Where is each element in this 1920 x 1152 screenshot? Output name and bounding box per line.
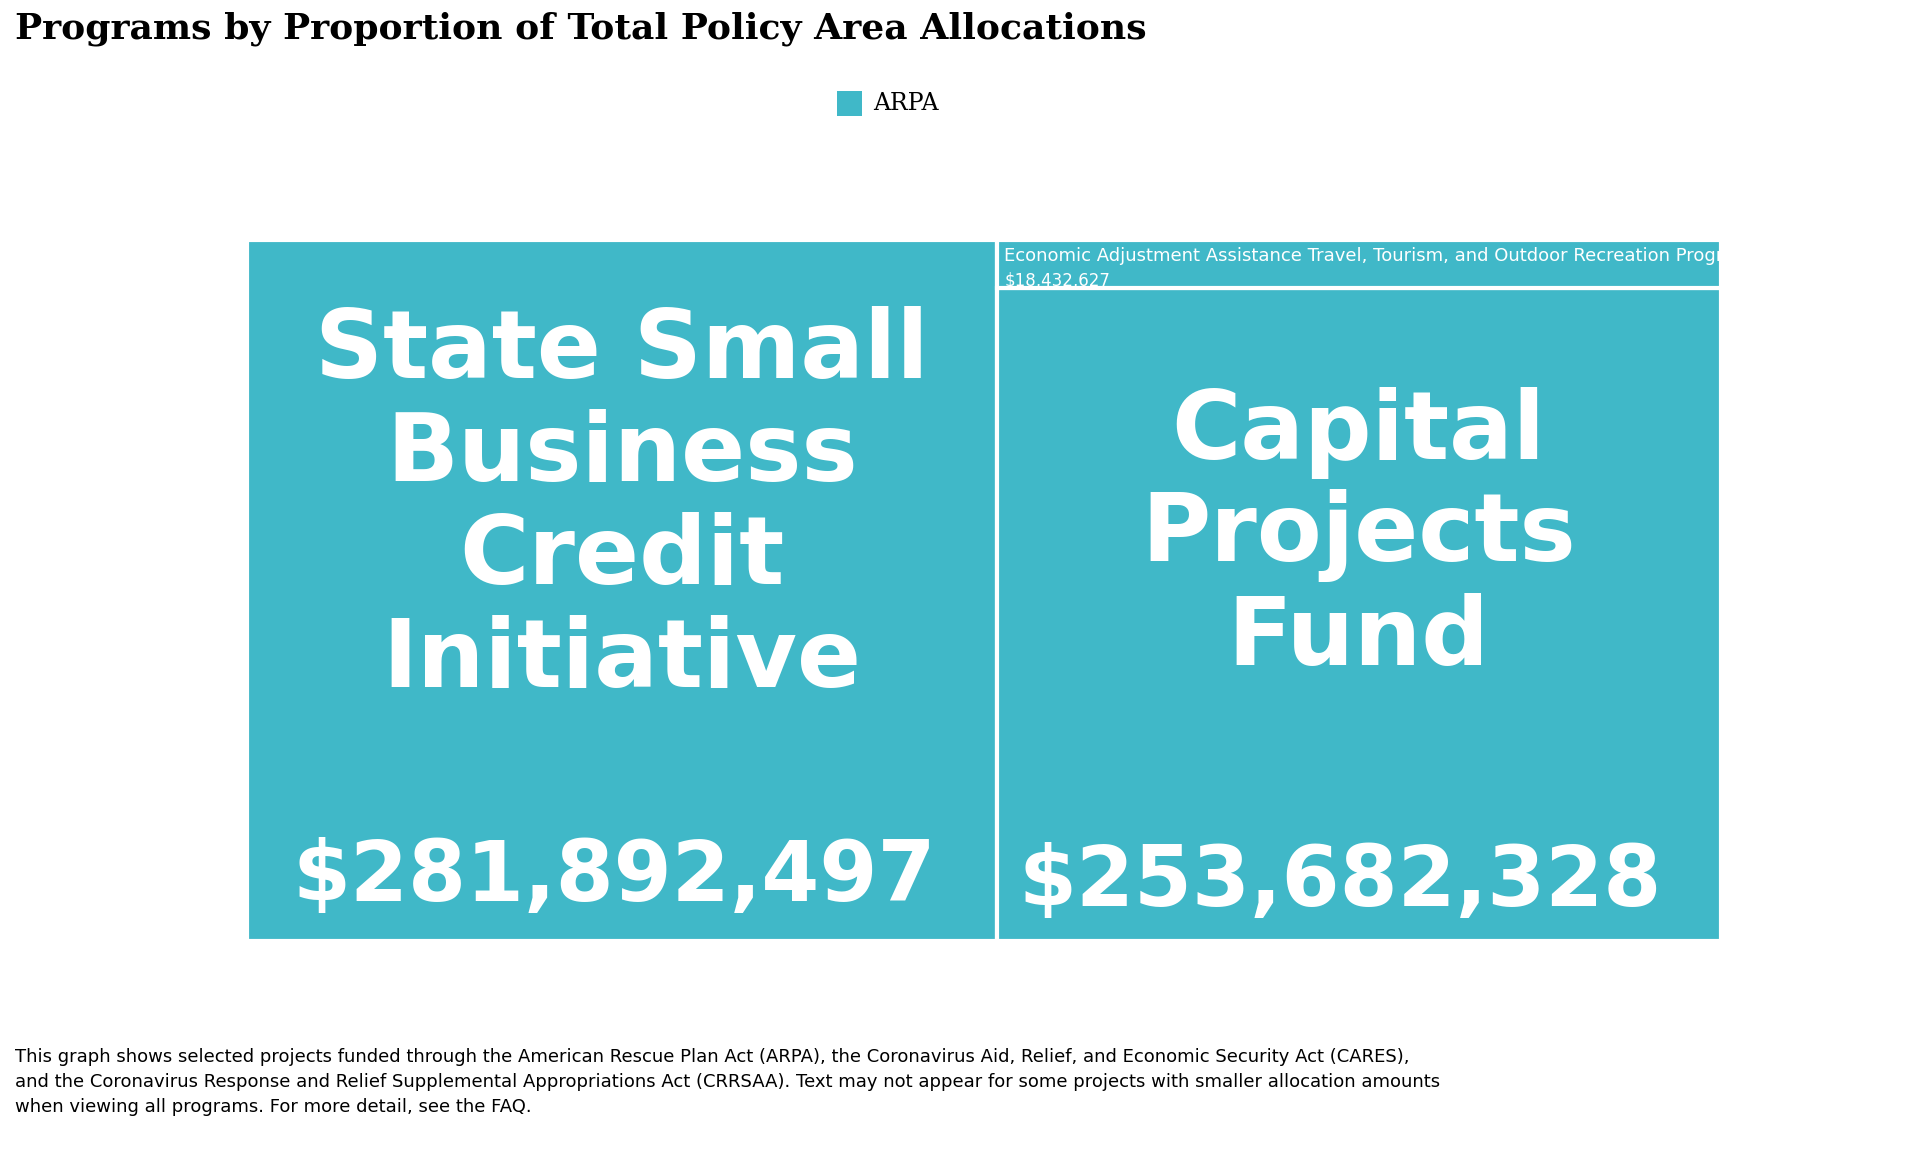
- Text: Programs by Proportion of Total Policy Area Allocations: Programs by Proportion of Total Policy A…: [15, 12, 1146, 46]
- Text: Economic Adjustment Assistance Travel, Tourism, and Outdoor Recreation Program: Economic Adjustment Assistance Travel, T…: [1004, 248, 1753, 265]
- Bar: [248, 241, 996, 941]
- Bar: [996, 241, 1720, 288]
- Bar: [996, 288, 1720, 941]
- Text: $253,682,328: $253,682,328: [1020, 842, 1663, 923]
- Text: This graph shows selected projects funded through the American Rescue Plan Act (: This graph shows selected projects funde…: [15, 1048, 1440, 1116]
- Text: $281,892,497: $281,892,497: [292, 838, 935, 918]
- Text: Capital
Projects
Fund: Capital Projects Fund: [1140, 387, 1576, 685]
- Text: ARPA: ARPA: [874, 92, 939, 115]
- Text: State Small
Business
Credit
Initiative: State Small Business Credit Initiative: [315, 306, 929, 706]
- Text: $18,432,627: $18,432,627: [1004, 272, 1110, 289]
